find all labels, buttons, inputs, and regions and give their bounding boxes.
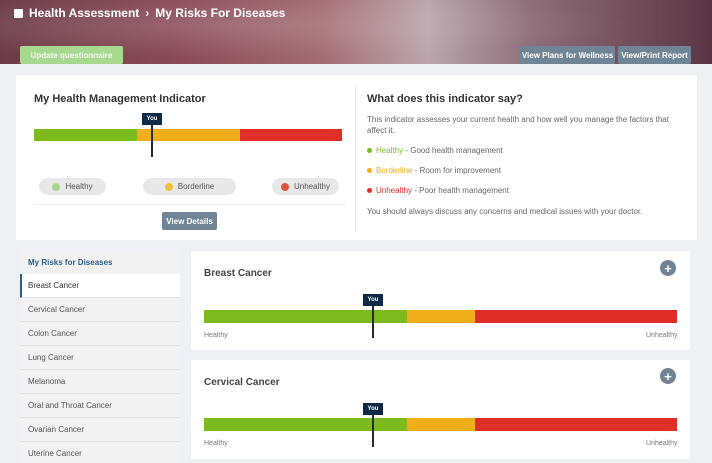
sidebar-item-uterine-cancer[interactable]: Uterine Cancer bbox=[20, 442, 180, 463]
borderline-dot-icon bbox=[164, 182, 173, 191]
scale-low-label: Healthy bbox=[204, 332, 228, 339]
sidebar-item-colon-cancer[interactable]: Colon Cancer bbox=[20, 322, 180, 346]
borderline-segment bbox=[137, 129, 240, 141]
borderline-dot-icon bbox=[367, 168, 372, 173]
divider bbox=[355, 86, 356, 232]
breadcrumb-home[interactable]: Health Assessment bbox=[29, 6, 140, 20]
unhealthy-dot-icon bbox=[280, 182, 289, 191]
legend-unhealthy-label: Unhealthy bbox=[293, 182, 331, 191]
risk-card bbox=[191, 251, 690, 350]
healthy-segment bbox=[34, 129, 137, 141]
home-icon[interactable] bbox=[14, 8, 23, 18]
unhealthy-dot-icon bbox=[367, 188, 372, 193]
term-healthy: Healthy bbox=[376, 146, 404, 155]
explain-item-healthy: Healthy - Good health management bbox=[367, 146, 503, 155]
unhealthy-segment bbox=[240, 129, 342, 141]
sidebar-item-cervical-cancer[interactable]: Cervical Cancer bbox=[20, 298, 180, 322]
risk-scale-bar bbox=[204, 418, 677, 431]
you-marker-label: You bbox=[142, 113, 162, 125]
term-unhealthy: Unhealthy bbox=[376, 186, 413, 195]
healthy-segment bbox=[204, 310, 407, 323]
risk-title: Breast Cancer bbox=[204, 268, 272, 279]
you-marker-line bbox=[372, 415, 374, 447]
borderline-segment bbox=[407, 310, 475, 323]
you-marker-line bbox=[151, 125, 153, 157]
sidebar-item-melanoma[interactable]: Melanoma bbox=[20, 370, 180, 394]
you-marker-label: You bbox=[363, 403, 383, 415]
you-marker-label: You bbox=[363, 294, 383, 306]
risk-title: Cervical Cancer bbox=[204, 377, 280, 388]
sidebar-item-lung-cancer[interactable]: Lung Cancer bbox=[20, 346, 180, 370]
scale-low-label: Healthy bbox=[204, 440, 228, 447]
expand-plus-icon[interactable]: + bbox=[660, 368, 676, 384]
indicator-title: My Health Management Indicator bbox=[34, 93, 206, 105]
explain-footer: You should always discuss any concerns a… bbox=[367, 207, 643, 216]
legend-unhealthy: Unhealthy bbox=[272, 178, 339, 195]
legend-healthy: Healthy bbox=[39, 178, 106, 195]
update-questionnaire-button[interactable]: Update questionnaire bbox=[20, 46, 123, 64]
legend-healthy-label: Healthy bbox=[65, 182, 93, 191]
breadcrumb-current: My Risks For Diseases bbox=[155, 6, 286, 20]
borderline-segment bbox=[407, 418, 475, 431]
healthy-segment bbox=[204, 418, 407, 431]
explain-description: This indicator assesses your current hea… bbox=[367, 115, 669, 135]
meaning-healthy: - Good health management bbox=[403, 146, 503, 155]
view-details-button[interactable]: View Details bbox=[162, 212, 217, 230]
healthy-dot-icon bbox=[52, 182, 61, 191]
indicator-card bbox=[16, 75, 697, 240]
expand-plus-icon[interactable]: + bbox=[660, 260, 676, 276]
term-borderline: Borderline bbox=[376, 166, 413, 175]
explain-title: What does this indicator say? bbox=[367, 93, 523, 105]
unhealthy-segment bbox=[475, 418, 677, 431]
scale-high-label: Unhealthy bbox=[646, 440, 678, 447]
chevron-right-icon: › bbox=[145, 6, 150, 20]
legend-borderline: Borderline bbox=[143, 178, 236, 195]
unhealthy-segment bbox=[475, 310, 677, 323]
view-print-report-button[interactable]: View/Print Report bbox=[618, 46, 691, 64]
risk-card bbox=[191, 360, 690, 459]
explain-item-borderline: Borderline - Room for improvement bbox=[367, 166, 501, 175]
sidebar-title: My Risks for Diseases bbox=[20, 250, 180, 274]
sidebar-item-oral-throat-cancer[interactable]: Oral and Throat Cancer bbox=[20, 394, 180, 418]
view-plans-button[interactable]: View Plans for Wellness bbox=[520, 46, 615, 64]
scale-high-label: Unhealthy bbox=[646, 332, 678, 339]
legend-borderline-label: Borderline bbox=[177, 182, 215, 191]
you-marker-line bbox=[372, 306, 374, 338]
sidebar-item-ovarian-cancer[interactable]: Ovarian Cancer bbox=[20, 418, 180, 442]
explain-item-unhealthy: Unhealthy - Poor health management bbox=[367, 186, 509, 195]
meaning-borderline: - Room for improvement bbox=[412, 166, 501, 175]
breadcrumb: Health Assessment › My Risks For Disease… bbox=[14, 5, 285, 21]
sidebar-item-breast-cancer[interactable]: Breast Cancer bbox=[20, 274, 180, 298]
divider bbox=[34, 204, 346, 205]
risk-scale-bar bbox=[204, 310, 677, 323]
meaning-unhealthy: - Poor health management bbox=[412, 186, 509, 195]
healthy-dot-icon bbox=[367, 148, 372, 153]
indicator-scale-bar bbox=[34, 129, 342, 141]
